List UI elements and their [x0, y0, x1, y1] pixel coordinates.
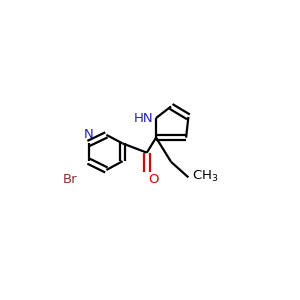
Text: HN: HN	[134, 112, 153, 124]
Text: N: N	[84, 128, 94, 141]
Text: CH$_3$: CH$_3$	[192, 169, 218, 184]
Text: Br: Br	[63, 173, 77, 186]
Text: O: O	[148, 173, 158, 186]
